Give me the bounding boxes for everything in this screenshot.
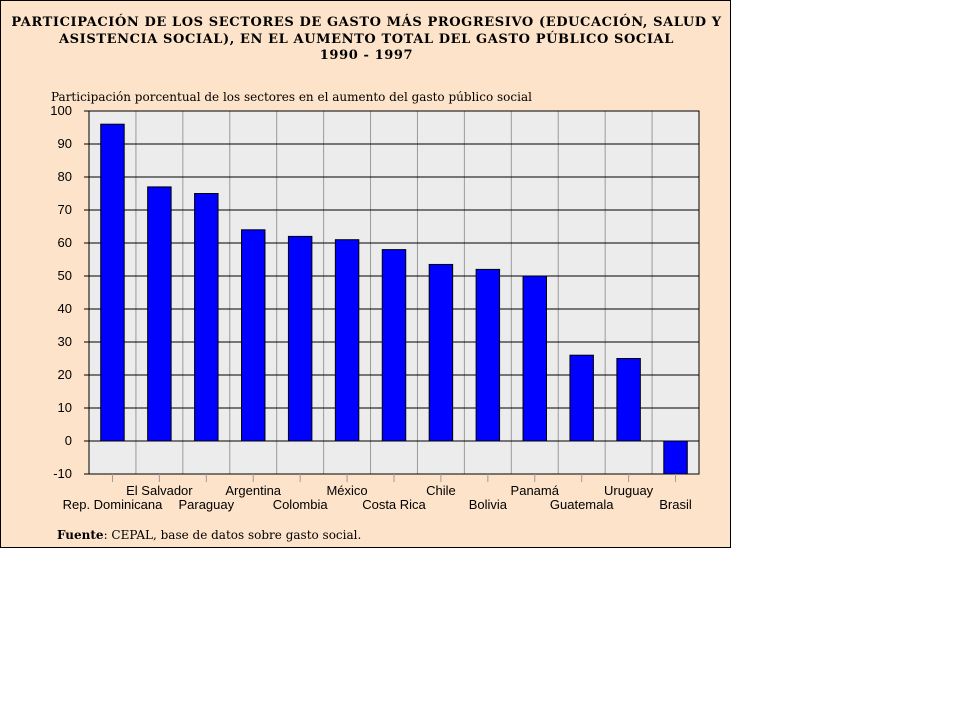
x-tick-label: Colombia: [273, 497, 329, 512]
bar-rep-dominicana: [100, 123, 125, 442]
x-tick-label: Rep. Dominicana: [63, 497, 163, 512]
y-tick-label: 40: [58, 301, 72, 316]
x-tick-label: México: [326, 483, 367, 498]
y-tick-label: 80: [58, 169, 72, 184]
y-tick-label: 30: [58, 334, 72, 349]
bar-el-salvador: [147, 186, 172, 442]
bar-panam-: [522, 275, 547, 442]
y-tick-label: 100: [50, 103, 72, 118]
bar-paraguay: [194, 193, 219, 442]
bar-costa-rica: [381, 249, 407, 442]
y-tick-label: 60: [58, 235, 72, 250]
bar-brasil: [663, 440, 688, 475]
y-tick-label: 70: [58, 202, 72, 217]
y-axis-label: Participación porcentual de los sectores…: [51, 90, 532, 104]
y-tick-label: 90: [58, 136, 72, 151]
y-tick-label: 10: [58, 400, 72, 415]
x-tick-label: Costa Rica: [362, 497, 426, 512]
bar-m-xico: [334, 239, 360, 442]
source-text: : CEPAL, base de datos sobre gasto socia…: [103, 528, 362, 542]
x-tick-label: Uruguay: [604, 483, 654, 498]
chart-panel: PARTICIPACIÓN DE LOS SECTORES DE GASTO M…: [0, 0, 731, 548]
chart-title-line-2: ASISTENCIA SOCIAL), EN EL AUMENTO TOTAL …: [59, 32, 674, 47]
x-tick-label: Bolivia: [469, 497, 508, 512]
bar-uruguay: [616, 358, 641, 442]
bar-argentina: [241, 229, 266, 442]
x-tick-label: Brasil: [659, 497, 692, 512]
x-tick-label: Guatemala: [550, 497, 614, 512]
y-tick-label: 50: [58, 268, 72, 283]
x-tick-label: Panamá: [511, 483, 560, 498]
chart-title-line-3: 1990 - 1997: [319, 48, 414, 63]
x-tick-label: Argentina: [225, 483, 281, 498]
x-tick-label: Chile: [426, 483, 456, 498]
y-tick-label: -10: [53, 466, 72, 481]
source-note: Fuente: CEPAL, base de datos sobre gasto…: [57, 528, 361, 542]
source-label: Fuente: [57, 528, 104, 542]
bar-chile: [428, 263, 454, 442]
bar-bolivia: [475, 268, 501, 442]
bar-guatemala: [569, 354, 594, 442]
bar-colombia: [287, 235, 313, 442]
x-tick-label: El Salvador: [126, 483, 193, 498]
y-tick-label: 20: [58, 367, 72, 382]
x-tick-label: Paraguay: [178, 497, 234, 512]
y-tick-label: 0: [65, 433, 72, 448]
chart-title-line-1: PARTICIPACIÓN DE LOS SECTORES DE GASTO M…: [11, 15, 722, 30]
